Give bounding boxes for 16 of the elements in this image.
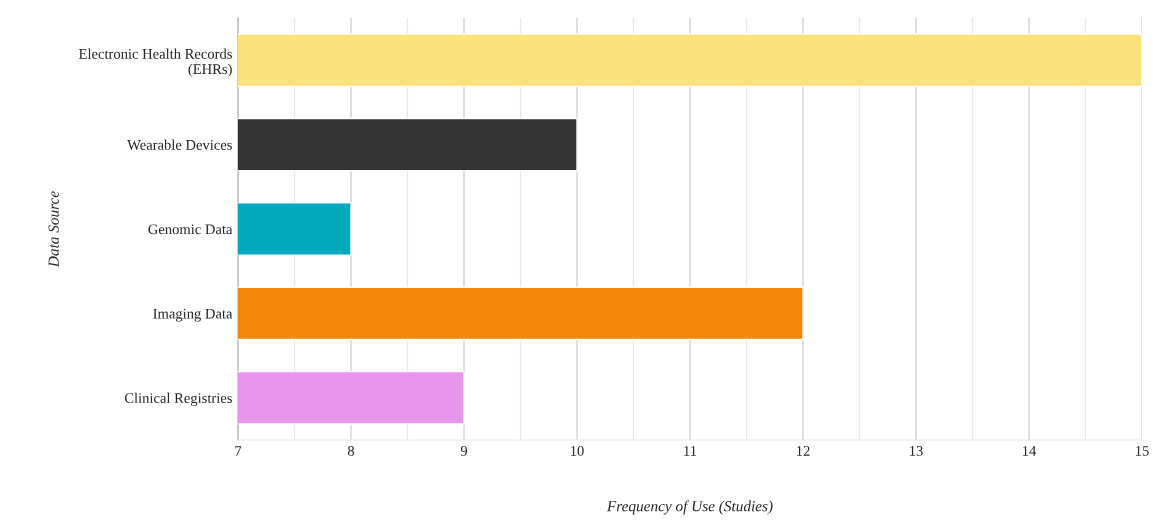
x-tick-label: 9	[460, 446, 468, 456]
x-tick-label: 7	[235, 446, 242, 456]
x-tick-label: 14	[1022, 446, 1037, 456]
y-tick-label: Wearable Devices	[127, 139, 232, 150]
x-axis-title: Frequency of Use (Studies)	[606, 500, 773, 515]
y-tick-label: Clinical Registries	[124, 392, 232, 407]
y-tick-label: Electronic Health Records (EHRs)	[78, 48, 232, 77]
x-tick-label: 13	[909, 446, 923, 456]
x-tick-label: 8	[347, 445, 355, 456]
y-axis-title: Data Source	[48, 191, 59, 268]
y-tick-label: Genomic Data	[148, 224, 233, 235]
x-tick-label: 15	[1135, 446, 1149, 456]
x-tick-label: 11	[684, 446, 697, 456]
y-tick-label: Imaging Data	[153, 308, 233, 322]
x-tick-label: 10	[570, 445, 584, 456]
x-tick-label: 12	[796, 446, 810, 456]
